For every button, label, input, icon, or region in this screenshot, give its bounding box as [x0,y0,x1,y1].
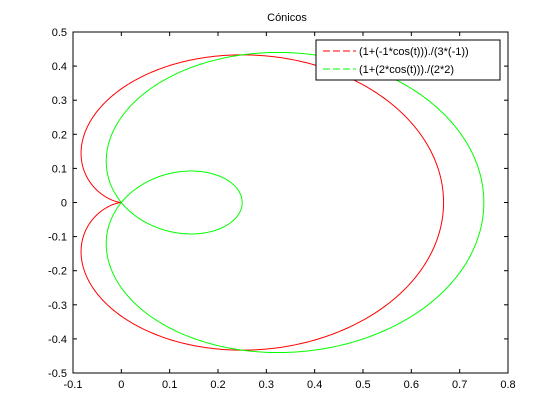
x-tick-label: 0.4 [307,379,322,391]
curves [80,51,485,354]
legend-label-series-2: (1+(2*cos(t)))./(2*2) [359,64,454,76]
y-tick-label: 0.1 [52,163,67,175]
x-tick-label: 0.7 [452,379,467,391]
legend-label-series-1: (1+(-1*cos(t)))./(3*(-1)) [359,46,469,58]
x-tick-label: 0.5 [355,379,370,391]
x-tick-label: 0 [118,379,124,391]
y-tick-label: 0.3 [52,95,67,107]
y-tick-label: 0 [61,198,67,210]
series-line-2 [105,51,485,354]
y-tick-label: -0.1 [48,232,67,244]
x-tick-label: 0.1 [162,379,177,391]
y-tick-label: -0.5 [48,368,67,380]
y-tick-label: 0.5 [52,27,67,39]
x-axis-ticks: -0.1 0 0.1 0.2 0.3 0.4 0.5 0.6 0.7 0.8 [64,32,516,391]
plot-area: -0.1 0 0.1 0.2 0.3 0.4 0.5 0.6 0.7 0.8 -0.5-0.4-0… [48,27,516,391]
x-tick-label: 0.2 [210,379,225,391]
chart-title: Cónicos [267,12,307,24]
x-tick-label: 0.8 [500,379,515,391]
axes-box [72,31,509,374]
y-axis-ticks: -0.5 -0.4 -0.3 -0.2 -0.1 0 0.1 0.2 0.3 0.4 0.5 [48,27,508,380]
y-tick-label: 0.4 [52,61,67,73]
legend: (1+(-1*cos(t)))./(3*(-1)) (1+(2*cos(t)))… [315,39,501,81]
y-tick-label: -0.4 [48,334,67,346]
y-tick-label: -0.3 [48,300,67,312]
y-tick-label: 0.2 [52,129,67,141]
legend-box [315,39,501,81]
x-tick-label: -0.1 [64,379,83,391]
series-line-1 [80,54,445,351]
y-tick-label: -0.2 [48,266,67,278]
x-tick-label: 0.6 [404,379,419,391]
x-tick-label: 0.3 [259,379,274,391]
